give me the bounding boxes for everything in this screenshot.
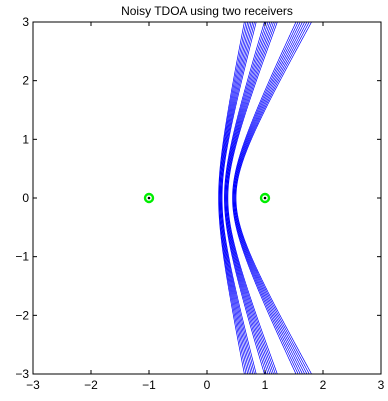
axes: −3 −2 −1 0 1 2 3 −3 −2 −1 0 1 2 3	[15, 15, 384, 392]
tdoa-curve-band-3-line-1	[232, 22, 297, 374]
tdoa-curve-band-2-line-7	[227, 22, 276, 374]
tdoa-curve-band-2-line-5	[226, 22, 273, 374]
tdoa-curve-band-1-line-2	[218, 22, 247, 374]
y-tick-label: −2	[15, 308, 29, 322]
y-tick-label: 2	[22, 74, 29, 88]
tdoa-curve-band-3-line-2	[232, 22, 299, 374]
tdoa-curve-band-3-line-6	[234, 22, 308, 374]
curve-group	[218, 22, 312, 374]
x-tick-label: 0	[204, 378, 211, 392]
y-tick-label: −1	[15, 250, 29, 264]
tdoa-curve-band-1-line-8	[221, 22, 257, 374]
x-tick-label: 2	[320, 378, 327, 392]
x-tick-label: −2	[84, 378, 98, 392]
tdoa-curve-band-2-line-6	[226, 22, 274, 374]
tdoa-curve-band-3-line-5	[234, 22, 306, 374]
tdoa-curve-band-2-line-8	[227, 22, 278, 374]
plot-area	[143, 22, 312, 374]
tdoa-curve-band-2-line-3	[225, 22, 269, 374]
y-tick-label: 0	[22, 191, 29, 205]
receiver-marker-1	[143, 192, 155, 204]
tdoa-curve-band-1-line-5	[220, 22, 252, 374]
tdoa-curve-band-2-line-2	[224, 22, 267, 374]
tdoa-curve-band-2-line-1	[224, 22, 265, 374]
tdoa-curve-band-1-line-6	[220, 22, 254, 374]
tdoa-curve-band-3-line-7	[235, 22, 310, 374]
tdoa-curve-band-1-line-4	[219, 22, 250, 374]
receiver-center-2	[263, 196, 267, 200]
y-tick-label: 1	[22, 132, 29, 146]
receiver-center-1	[147, 196, 151, 200]
tdoa-curve-band-1-line-7	[221, 22, 255, 374]
x-tick-label: 1	[262, 378, 269, 392]
tdoa-curve-band-2-line-4	[225, 22, 271, 374]
x-tick-label: −1	[142, 378, 156, 392]
tdoa-curve-band-3-line-4	[233, 22, 303, 374]
y-tick-label: −3	[15, 367, 29, 381]
y-tick-label: 3	[22, 15, 29, 29]
tdoa-curve-band-1-line-1	[218, 22, 245, 374]
receiver-marker-2	[259, 192, 271, 204]
tdoa-curve-band-3-line-3	[233, 22, 301, 374]
x-tick-label: 3	[378, 378, 385, 392]
tdoa-curve-band-3-line-8	[235, 22, 312, 374]
x-tick-label: −3	[26, 378, 40, 392]
chart-title: Noisy TDOA using two receivers	[121, 4, 293, 18]
tdoa-curve-band-1-line-3	[219, 22, 249, 374]
axes-frame	[32, 21, 382, 375]
